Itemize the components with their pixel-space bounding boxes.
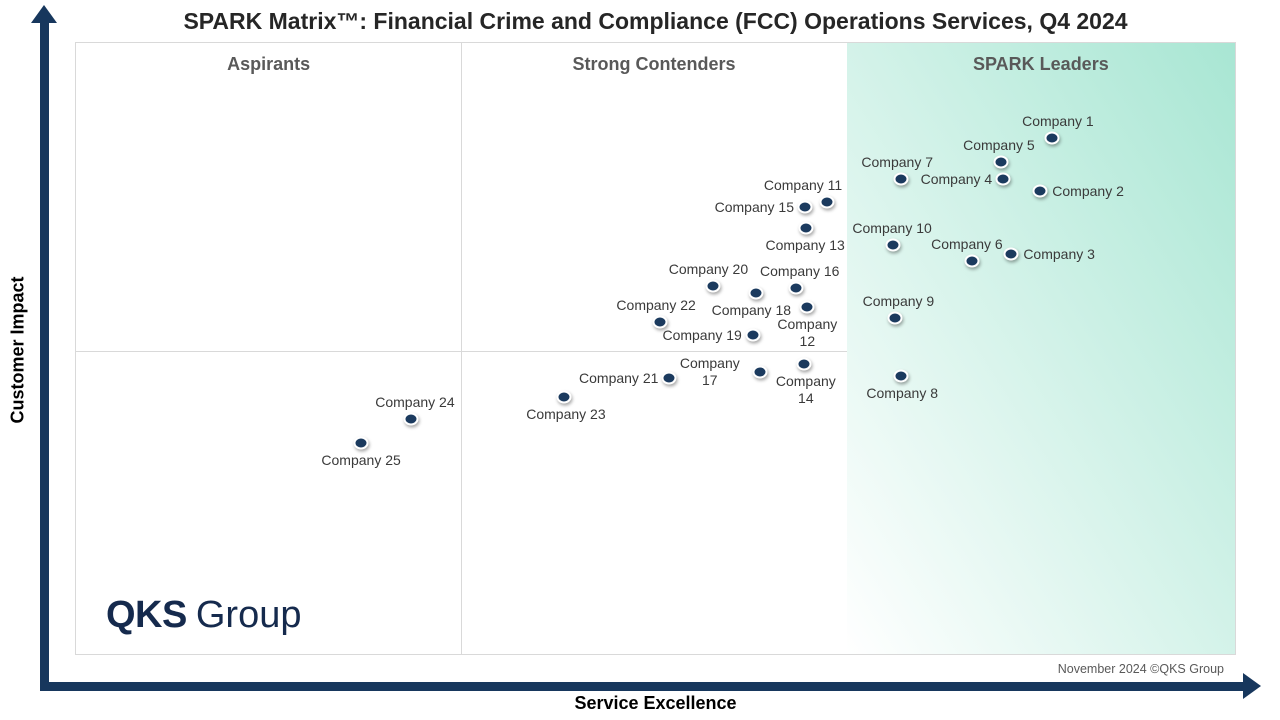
vertical-divider-1 [461, 43, 463, 654]
data-point-dot [887, 311, 903, 325]
data-point-dot [797, 200, 813, 214]
points-layer: Company 1 Company 2 Company 3 Company 4 Comp… [76, 43, 1235, 654]
data-point-dot [1032, 184, 1048, 198]
x-axis-arrowhead-icon [1243, 673, 1261, 699]
point-label: Company 20 [668, 261, 749, 278]
point-label: Company 15 [714, 199, 794, 216]
data-point-dot [995, 172, 1011, 186]
point-label: Company 17 [679, 354, 740, 388]
point-label: Company 12 [777, 315, 838, 349]
point-label: Company 1 [1022, 112, 1094, 129]
data-point-dot [799, 300, 815, 314]
data-point-dot [748, 286, 764, 300]
point-label: Company 16 [760, 263, 840, 279]
data-point-dot [661, 371, 677, 385]
data-point-dot [1003, 247, 1019, 261]
point-label: Company 13 [765, 237, 845, 254]
data-point-dot [893, 172, 909, 186]
qks-group-logo: QKS Group [106, 594, 301, 637]
point-label: Company 22 [616, 297, 696, 314]
point-label: Company 24 [375, 393, 455, 410]
chart-title: SPARK Matrix™: Financial Crime and Compl… [183, 8, 1128, 34]
quadrant-label-strong-contenders: Strong Contenders [572, 54, 736, 74]
data-point-dot [788, 281, 804, 295]
data-point-dot [652, 315, 668, 329]
data-point-dot [964, 254, 980, 268]
data-point-dot [993, 155, 1009, 169]
point-label: Company 10 [852, 220, 932, 237]
point-label: Company 2 [1052, 183, 1124, 200]
data-point-dot [705, 279, 721, 293]
quadrant-label-aspirants: Aspirants [227, 54, 311, 74]
point-label: Company 21 [579, 369, 659, 386]
horizontal-divider [76, 350, 847, 352]
y-axis-arrowhead-icon [31, 5, 57, 23]
point-label: Company 23 [526, 405, 606, 422]
logo-text-group: Group [195, 594, 302, 636]
leaders-gradient [846, 43, 1235, 654]
point-label: Company 8 [866, 384, 938, 401]
logo-text-qks: QKS [106, 594, 187, 636]
data-point-dot [819, 195, 835, 209]
x-axis-line [40, 682, 1243, 691]
data-point-dot [745, 328, 761, 342]
point-label: Company 19 [662, 327, 742, 344]
copyright-footnote: November 2024 ©QKS Group [1057, 662, 1224, 676]
data-point-dot [403, 412, 419, 426]
point-label: Company 25 [321, 451, 401, 468]
y-axis-line [40, 22, 49, 691]
data-point-dot [353, 436, 369, 450]
point-label: Company 14 [775, 372, 836, 406]
plot-area: Aspirants Strong Contenders SPARK Leader… [75, 42, 1236, 655]
data-point-dot [556, 390, 572, 404]
data-point-dot [752, 365, 768, 379]
point-label: Company 9 [862, 292, 935, 309]
data-point-dot [798, 221, 814, 235]
point-label: Company 7 [861, 154, 933, 171]
quadrant-label-spark-leaders: SPARK Leaders [973, 54, 1109, 74]
point-label: Company 4 [920, 171, 993, 188]
x-axis-label: Service Excellence [574, 693, 737, 713]
data-point-dot [796, 357, 812, 371]
data-point-dot [885, 238, 901, 252]
point-label: Company 18 [711, 301, 792, 318]
data-point-dot [1044, 131, 1060, 145]
point-label: Company 6 [931, 235, 1003, 252]
point-label: Company 11 [763, 177, 843, 194]
point-label: Company 5 [963, 136, 1035, 153]
point-label: Company 3 [1023, 246, 1095, 263]
data-point-dot [893, 369, 909, 383]
